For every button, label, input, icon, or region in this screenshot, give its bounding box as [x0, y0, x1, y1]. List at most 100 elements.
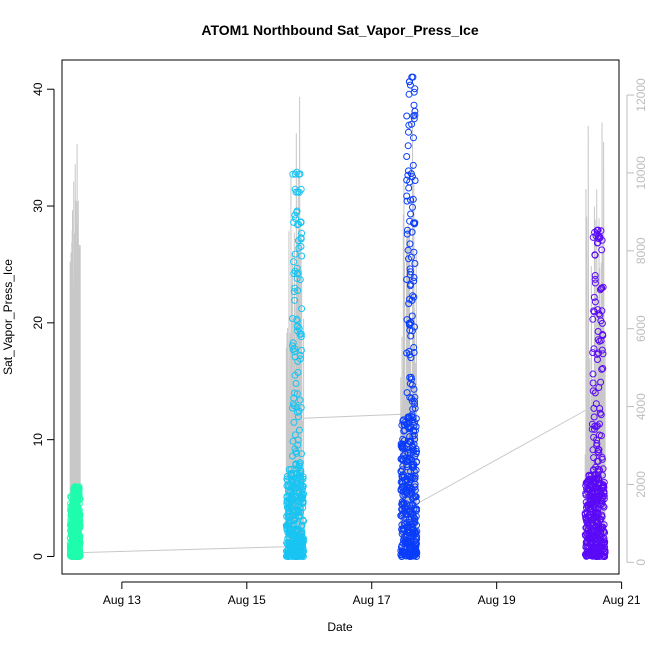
scatter-point	[591, 470, 599, 478]
scatter-point	[597, 411, 605, 419]
scatter-point	[293, 315, 301, 323]
scatter-point	[290, 536, 298, 544]
scatter-point	[68, 537, 76, 544]
x-tick-label: Aug 19	[478, 593, 516, 607]
scatter-point	[582, 498, 590, 506]
scatter-point	[589, 501, 597, 509]
scatter-point	[294, 474, 301, 482]
scatter-point	[295, 527, 303, 535]
scatter-point	[405, 255, 412, 263]
scatter-point	[291, 250, 299, 258]
scatter-point	[298, 252, 306, 260]
scatter-point	[298, 305, 306, 313]
scatter-point	[67, 510, 75, 518]
scatter-point	[599, 332, 607, 339]
scatter-point	[410, 134, 417, 142]
scatter-point	[403, 276, 411, 283]
scatter-point	[403, 490, 411, 498]
secondary-series-layer	[69, 96, 606, 555]
scatter-point	[594, 509, 601, 517]
scatter-point	[398, 521, 406, 529]
scatter-point	[405, 90, 413, 98]
scatter-point	[594, 328, 602, 335]
scatter-point	[290, 394, 298, 402]
scatter-point	[401, 418, 409, 426]
scatter-point	[296, 330, 304, 338]
scatter-point	[599, 283, 607, 291]
scatter-point	[405, 424, 413, 432]
scatter-point	[596, 544, 604, 552]
scatter-point	[594, 239, 602, 247]
scatter-point	[293, 207, 301, 215]
x-tick-label: Aug 17	[353, 593, 391, 607]
scatter-point	[287, 471, 295, 479]
scatter-point	[403, 230, 411, 238]
scatter-point	[403, 420, 411, 428]
scatter-point	[589, 446, 597, 454]
scatter-point	[283, 503, 291, 511]
scatter-point	[595, 431, 603, 439]
scatter-point	[291, 389, 298, 397]
scatter-point	[410, 467, 418, 475]
scatter-point	[411, 107, 419, 115]
scatter-point	[409, 292, 417, 300]
scatter-point	[295, 460, 303, 468]
scatter-point	[403, 176, 411, 184]
series-group	[66, 483, 84, 560]
scatter-point	[590, 413, 598, 421]
scatter-point	[295, 244, 303, 252]
y-tick-label: 20	[31, 316, 45, 330]
scatter-point	[402, 536, 410, 544]
scatter-point	[600, 521, 608, 529]
scatter-point	[591, 251, 599, 259]
scatter-point	[411, 435, 419, 443]
y2-tick-label: 6000	[634, 315, 648, 342]
scatter-point	[600, 492, 608, 500]
scatter-point	[407, 268, 414, 276]
scatter-point	[590, 466, 598, 474]
scatter-point	[598, 246, 606, 254]
scatter-point	[594, 336, 602, 344]
scatter-point	[598, 538, 606, 546]
scatter-point	[297, 243, 305, 250]
scatter-point	[398, 443, 406, 451]
scatter-point	[284, 553, 292, 560]
scatter-point	[412, 493, 420, 501]
scatter-point	[289, 479, 297, 487]
scatter-point	[590, 454, 598, 462]
scatter-point	[405, 128, 412, 136]
scatter-point	[598, 284, 606, 292]
scatter-point	[595, 488, 603, 496]
scatter-point	[408, 456, 416, 464]
scatter-point	[412, 543, 420, 551]
scatter-point	[293, 264, 301, 272]
scatter-point	[407, 472, 415, 480]
scatter-point	[291, 348, 298, 356]
scatter-point	[595, 551, 603, 559]
scatter-point	[285, 533, 293, 541]
scatter-point	[407, 280, 415, 288]
scatter-point	[593, 457, 601, 465]
scatter-point	[71, 544, 79, 551]
scatter-point	[407, 196, 415, 204]
scatter-point	[406, 81, 414, 89]
scatter-point	[398, 478, 406, 486]
scatter-point	[283, 524, 291, 532]
scatter-point	[295, 220, 303, 228]
scatter-point	[591, 279, 599, 287]
scatter-point	[289, 342, 296, 350]
scatter-point	[286, 529, 294, 536]
scatter-point	[289, 437, 297, 445]
scatter-point	[405, 319, 413, 327]
scatter-point	[72, 488, 80, 496]
scatter-point	[296, 459, 304, 467]
scatter-point	[410, 551, 418, 559]
scatter-point	[408, 327, 416, 335]
scatter-point	[412, 415, 420, 423]
scatter-point	[594, 226, 602, 234]
scatter-point	[298, 486, 306, 494]
scatter-point	[590, 345, 598, 353]
scatter-point	[409, 161, 417, 169]
scatter-point	[599, 465, 607, 473]
